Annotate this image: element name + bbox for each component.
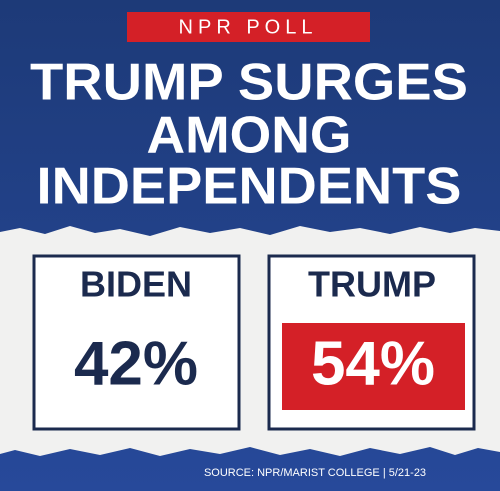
badge-text: NPR POLL [179, 16, 318, 38]
title-line: INDEPENDENTS [37, 158, 462, 216]
highlight-box [282, 323, 465, 410]
card-name: TRUMP [308, 264, 436, 305]
source: SOURCE: NPR/MARIST COLLEGE | 5/21-23 [204, 467, 426, 479]
title-line: TRUMP SURGES [30, 54, 468, 112]
card-name: BIDEN [80, 264, 192, 305]
card-value: 42% [74, 329, 198, 398]
card [32, 254, 241, 431]
card-value: 54% [311, 329, 435, 398]
badge [127, 12, 370, 42]
title-line: AMONG [147, 107, 352, 165]
